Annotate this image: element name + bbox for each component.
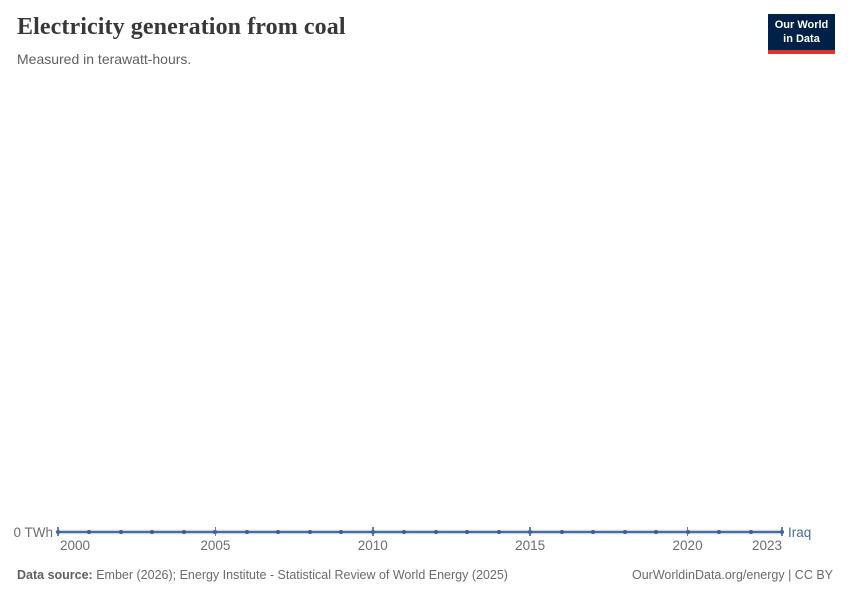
data-point-2016 — [559, 530, 564, 534]
x-tick-2005 — [214, 527, 217, 536]
data-point-2022 — [748, 530, 753, 534]
chart-subtitle: Measured in terawatt-hours. — [17, 51, 192, 67]
data-point-2008 — [307, 530, 312, 534]
data-point-2011 — [402, 530, 407, 534]
x-tick-2010 — [372, 527, 374, 536]
data-source-text: Ember (2026); Energy Institute - Statist… — [92, 568, 508, 582]
data-source-note: Data source: Ember (2026); Energy Instit… — [17, 568, 508, 582]
x-tick-label-2015: 2015 — [515, 538, 546, 553]
data-point-2017 — [591, 530, 596, 534]
data-point-2004 — [181, 530, 186, 534]
data-point-2009 — [339, 530, 344, 534]
x-tick-label-2010: 2010 — [357, 538, 388, 553]
data-source-label: Data source: — [17, 568, 93, 582]
data-point-2006 — [244, 530, 249, 534]
x-tick-label-2000: 2000 — [60, 538, 91, 553]
owid-logo-line1: Our World — [774, 19, 829, 31]
x-tick-2015 — [529, 527, 531, 536]
page-title: Electricity generation from coal — [17, 14, 346, 40]
x-tick-2000 — [57, 527, 59, 536]
x-tick-2020 — [686, 527, 689, 536]
x-tick-label-2023: 2023 — [751, 538, 782, 553]
x-axis-line — [58, 531, 782, 533]
data-point-2001 — [87, 530, 92, 534]
y-axis-zero-label: 0 TWh — [13, 525, 53, 540]
owid-logo-line2: in Data — [783, 32, 820, 45]
data-point-2012 — [433, 530, 438, 534]
data-point-2018 — [622, 530, 627, 534]
chart-footer: Data source: Ember (2026); Energy Instit… — [17, 568, 833, 582]
data-point-2014 — [496, 530, 501, 534]
data-point-2003 — [150, 530, 155, 534]
data-point-2002 — [118, 530, 123, 534]
owid-credit-link[interactable]: OurWorldinData.org/energy | CC BY — [631, 568, 833, 582]
data-point-2021 — [717, 530, 722, 534]
entity-label-iraq[interactable]: Iraq — [788, 525, 812, 540]
x-tick-label-2005: 2005 — [200, 538, 231, 553]
x-tick-label-2020: 2020 — [672, 538, 703, 553]
x-tick-2023 — [781, 527, 783, 536]
data-point-2013 — [465, 530, 470, 534]
owid-logo[interactable]: Our World in Data — [768, 14, 835, 54]
data-point-2019 — [654, 530, 659, 534]
data-point-2007 — [276, 530, 281, 534]
